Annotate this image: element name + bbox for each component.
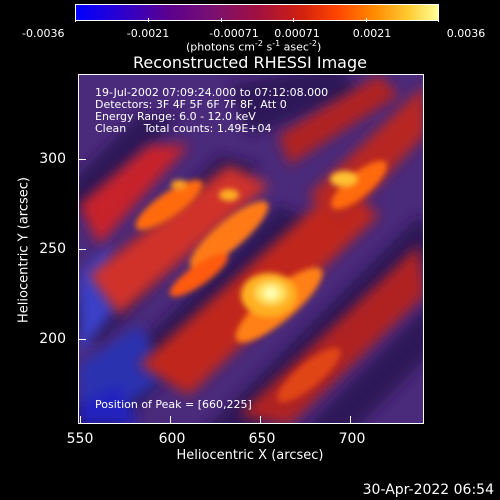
x-tick-mark (260, 416, 261, 424)
colorbar-tick-mark (438, 18, 439, 22)
rhessi-image-graphic (79, 75, 423, 423)
y-tick-mark (78, 339, 86, 340)
y-tick-label: 200 (39, 331, 66, 347)
colorbar-tick-label: 0.0036 (446, 27, 486, 40)
colorbar-units: (photons cm-2 s-1 asec-2) (186, 39, 322, 54)
y-tick-label: 250 (39, 241, 66, 257)
x-tick-label: 550 (66, 431, 94, 447)
date-stamp: 30-Apr-2022 06:54 (362, 482, 494, 498)
colorbar-tick-label: -0.0036 (22, 27, 65, 40)
x-axis-label: Heliocentric X (arcsec) (176, 448, 324, 463)
colorbar-tick-label: 0.00071 (274, 27, 320, 40)
colorbar (75, 4, 439, 21)
x-tick-mark (170, 416, 171, 424)
x-tick-label: 700 (338, 431, 366, 447)
colorbar-tick-mark (148, 18, 149, 22)
x-tick-mark (350, 416, 351, 424)
colorbar-tick-label: -0.00071 (209, 27, 259, 40)
colorbar-tick-mark (221, 18, 222, 22)
y-tick-mark (78, 249, 86, 250)
info-peak-position: Position of Peak = [660,225] (95, 398, 252, 411)
colorbar-tick-mark (366, 18, 367, 22)
info-detectors: Detectors: 3F 4F 5F 6F 7F 8F, Att 0 (95, 98, 287, 111)
y-tick-mark (78, 159, 86, 160)
colorbar-tick-label: 0.0021 (352, 27, 392, 40)
colorbar-tick-label: -0.0021 (126, 27, 170, 40)
y-axis-label: Heliocentric Y (arcsec) (16, 177, 32, 323)
info-time-range: 19-Jul-2002 07:09:24.000 to 07:12:08.000 (95, 86, 329, 99)
y-tick-label: 300 (39, 151, 66, 167)
info-clean-counts: Clean Total counts: 1.49E+04 (95, 122, 272, 135)
x-tick-label: 600 (158, 431, 186, 447)
colorbar-tick-mark (75, 18, 76, 22)
colorbar-tick-mark (293, 18, 294, 22)
x-tick-mark (80, 416, 81, 424)
plot-title: Reconstructed RHESSI Image (133, 53, 367, 72)
rhessi-image (78, 74, 424, 424)
info-energy-range: Energy Range: 6.0 - 12.0 keV (95, 110, 256, 123)
x-tick-label: 650 (248, 431, 276, 447)
